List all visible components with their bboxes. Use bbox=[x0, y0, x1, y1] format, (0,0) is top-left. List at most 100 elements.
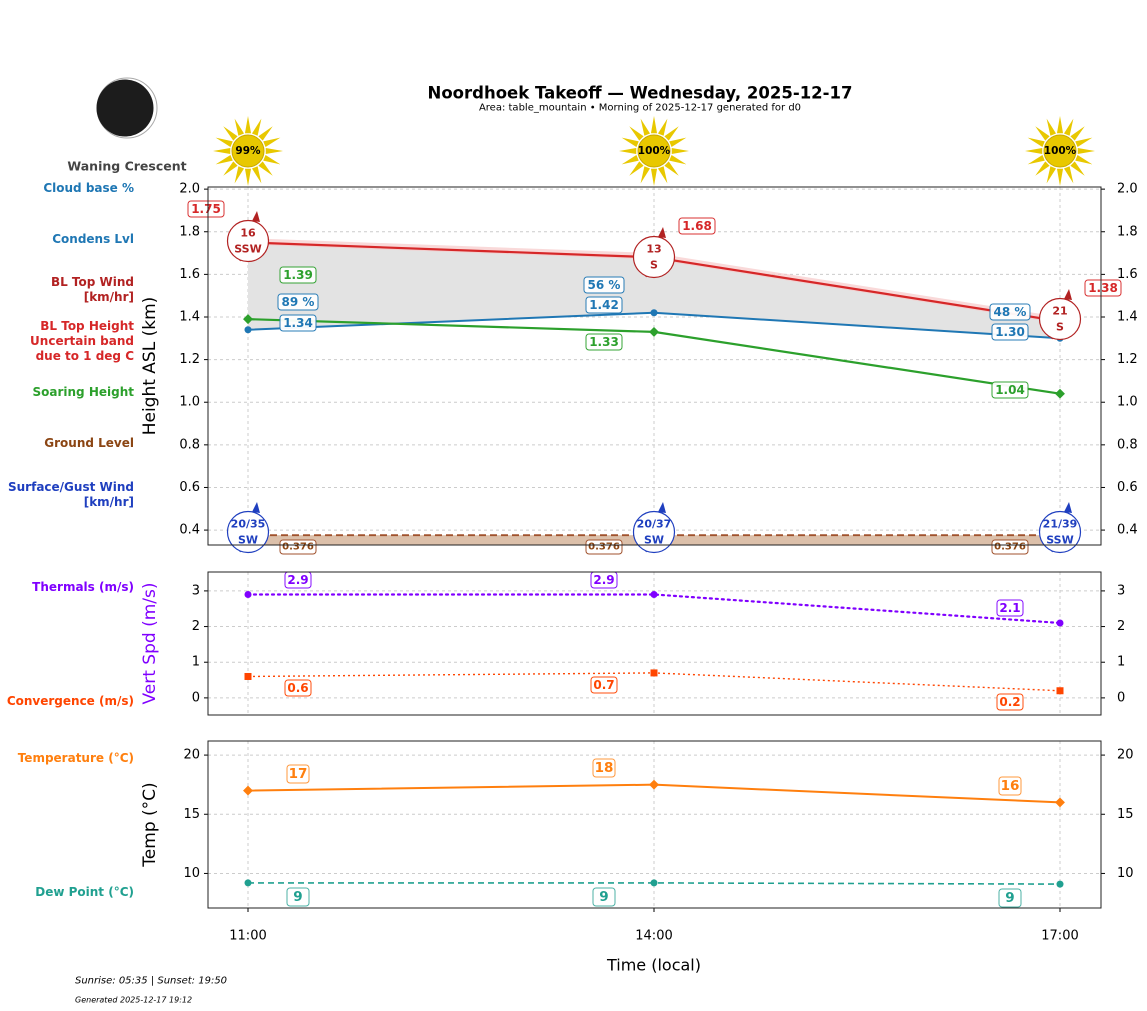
sun-ray bbox=[629, 126, 644, 141]
legend-bl-top-height: Uncertain band bbox=[30, 334, 134, 348]
sun-ray bbox=[223, 161, 238, 176]
bl-top-wind-marker-speed: 21 bbox=[1052, 305, 1067, 318]
sun-ray bbox=[669, 137, 687, 148]
thermals-label-box: 2.9 bbox=[590, 571, 618, 589]
legend-bl-top-height: BL Top Height bbox=[40, 319, 134, 333]
bl-top-wind-marker-speed: 16 bbox=[240, 227, 256, 240]
sun-ray bbox=[1046, 118, 1057, 136]
y-tick-label-right: 10 bbox=[1117, 866, 1134, 881]
surface-wind-marker-speed: 20/35 bbox=[231, 518, 266, 531]
sun-ray bbox=[215, 137, 233, 148]
cloud-base-pct-label-frame bbox=[583, 276, 625, 294]
sun-ray bbox=[621, 137, 639, 148]
cloud-base-pct-label-box: 48 % bbox=[989, 303, 1031, 321]
legend-temperature: Temperature (°C) bbox=[18, 751, 134, 765]
dew-point-label-box: 9 bbox=[998, 888, 1022, 908]
legend-ground-level: Ground Level bbox=[44, 436, 134, 450]
temperature-label: 16 bbox=[1001, 778, 1020, 794]
sun-ray bbox=[1025, 147, 1043, 155]
legend-bl-top-height: due to 1 deg C bbox=[36, 349, 135, 363]
soaring-label-frame bbox=[991, 381, 1029, 399]
surface-wind-marker-speed: 20/37 bbox=[637, 518, 672, 531]
surface-wind-marker-direction: SSW bbox=[1046, 534, 1073, 547]
sun-ray bbox=[1070, 161, 1085, 176]
sun-ray bbox=[669, 154, 687, 165]
y-tick-label-right: 0.8 bbox=[1117, 437, 1138, 452]
y-tick-label: 1.4 bbox=[179, 309, 200, 324]
x-tick-label: 17:00 bbox=[1041, 929, 1078, 944]
sun-ray bbox=[1056, 116, 1064, 134]
dew-point-label: 9 bbox=[1005, 890, 1014, 906]
y-tick-label: 1.6 bbox=[179, 267, 200, 282]
sun-ray bbox=[650, 168, 658, 186]
soaring-label-box: 1.04 bbox=[991, 381, 1029, 399]
dew-point-label-frame bbox=[998, 888, 1022, 908]
temperature-label-frame bbox=[998, 776, 1022, 796]
sun-disc bbox=[231, 134, 265, 168]
y-tick-label: 0 bbox=[192, 690, 200, 705]
soaring-label-frame bbox=[279, 266, 317, 284]
thermals-line bbox=[246, 593, 1062, 625]
condens-label-frame bbox=[991, 323, 1029, 341]
soaring-label: 1.33 bbox=[589, 335, 619, 349]
y-tick-label-right: 1.6 bbox=[1117, 267, 1138, 282]
ground-label-box: 0.376 bbox=[279, 539, 317, 555]
soaring-label-frame bbox=[585, 333, 623, 351]
chart-subtitle: Area: table_mountain • Morning of 2025-1… bbox=[479, 103, 801, 114]
surface-wind-marker-speed: 21/39 bbox=[1043, 518, 1078, 531]
temperature-point bbox=[243, 785, 253, 796]
moon-phase-label: Waning Crescent bbox=[67, 159, 186, 174]
legend-condens-level: Condens Lvl bbox=[52, 232, 134, 246]
y-tick-label: 0.4 bbox=[179, 523, 200, 538]
temperature-point bbox=[1055, 797, 1065, 808]
sun-ray bbox=[258, 126, 273, 141]
dew-point-point bbox=[244, 879, 252, 887]
temperature-label-box: 16 bbox=[998, 776, 1022, 796]
y-tick-label: 1.8 bbox=[179, 224, 200, 239]
cloud-base-pct-label-box: 56 % bbox=[583, 276, 625, 294]
sun-ray bbox=[664, 161, 679, 176]
sun-ray bbox=[258, 161, 273, 176]
sun-ray bbox=[1063, 118, 1074, 136]
thermals-label: 2.9 bbox=[593, 573, 614, 587]
ground-label: 0.376 bbox=[994, 542, 1026, 553]
convergence-point bbox=[650, 669, 658, 677]
dew-point-label-box: 9 bbox=[286, 887, 310, 907]
thermals-point bbox=[244, 590, 252, 598]
convergence-label-box: 0.6 bbox=[284, 679, 312, 697]
dew-point-label-frame bbox=[286, 887, 310, 907]
ground-label-frame bbox=[585, 539, 623, 555]
y-tick-label: 3 bbox=[192, 583, 200, 598]
temperature-label-frame bbox=[592, 758, 616, 778]
bl-top-wind-marker: 16 SSW bbox=[226, 211, 270, 263]
thermals-point bbox=[1056, 619, 1064, 627]
sun-ray bbox=[640, 118, 651, 136]
convergence-label: 0.6 bbox=[287, 681, 308, 695]
condens-label-box: 1.34 bbox=[279, 314, 317, 332]
wind-arrow-head-icon bbox=[1064, 289, 1072, 300]
wind-circle bbox=[226, 219, 270, 263]
y-tick-label-right: 1.8 bbox=[1117, 224, 1138, 239]
condens-label-frame bbox=[585, 296, 623, 314]
legend-surface-wind: [km/hr] bbox=[84, 495, 134, 509]
soaring-label: 1.39 bbox=[283, 268, 313, 282]
sun-ray bbox=[213, 147, 231, 155]
y-tick-label-right: 1.4 bbox=[1117, 309, 1138, 324]
bl-top-wind-marker-direction: S bbox=[1056, 321, 1064, 334]
cloud-base-pct-label: 89 % bbox=[282, 295, 315, 309]
soaring-point bbox=[243, 314, 253, 325]
convergence-label-frame bbox=[996, 693, 1024, 711]
convection-band-area bbox=[248, 242, 1060, 339]
bl-top-wind-marker: 21 S bbox=[1038, 289, 1082, 341]
sun-ray bbox=[251, 118, 262, 136]
temperature-label-box: 17 bbox=[286, 764, 310, 784]
sun-disc bbox=[637, 134, 671, 168]
y-tick-label-right: 2 bbox=[1117, 619, 1125, 634]
ground-label-box: 0.376 bbox=[585, 539, 623, 555]
y-tick-label-right: 0.4 bbox=[1117, 523, 1138, 538]
dew-point-label-box: 9 bbox=[592, 887, 616, 907]
sun-ray bbox=[657, 118, 668, 136]
y-tick-label: 2.0 bbox=[179, 182, 200, 197]
dew-point-point bbox=[650, 879, 658, 887]
